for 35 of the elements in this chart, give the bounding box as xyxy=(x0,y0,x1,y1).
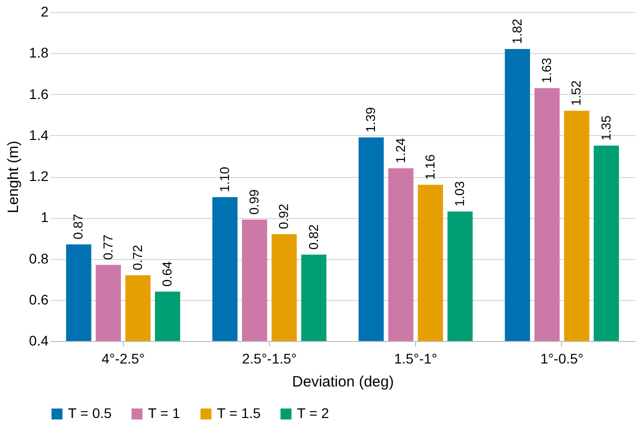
data-label: 0.64 xyxy=(160,261,175,287)
x-tick-label: 2.5°-1.5° xyxy=(242,350,297,366)
y-tick-label: 1.8 xyxy=(29,44,49,61)
data-label: 1.39 xyxy=(363,107,378,132)
y-tick-label: 0.8 xyxy=(29,250,49,266)
y-tick-label: 1.2 xyxy=(29,168,49,184)
data-label: 1.82 xyxy=(509,18,524,44)
y-tick-label: 0.4 xyxy=(29,332,49,348)
data-label: 1.24 xyxy=(392,138,408,164)
y-tick-label: 2 xyxy=(40,4,49,20)
x-tick-label: 1°-0.5° xyxy=(540,350,584,366)
data-label: 0.72 xyxy=(130,244,145,270)
legend-label: T = 1 xyxy=(148,405,180,421)
legend-label: T = 1.5 xyxy=(217,405,261,421)
data-label: 1.16 xyxy=(422,154,438,180)
y-axis-title: Lenght (m) xyxy=(5,140,22,214)
data-label: 1.10 xyxy=(216,166,232,192)
y-tick-label: 0.6 xyxy=(29,291,49,308)
y-tick-label: 1.4 xyxy=(29,126,49,143)
data-label: 1.35 xyxy=(598,115,614,141)
data-label: 1.52 xyxy=(568,80,584,106)
legend-label: T = 2 xyxy=(297,405,330,421)
x-axis-title: Deviation (deg) xyxy=(292,374,394,390)
data-label: 1.03 xyxy=(452,181,468,206)
legend-label: T = 0.5 xyxy=(68,405,112,421)
x-tick-label: 4°-2.5° xyxy=(102,350,145,366)
x-tick-label: 1.5°-1° xyxy=(394,350,438,366)
data-label: 1.63 xyxy=(539,58,554,84)
data-label: 0.82 xyxy=(306,224,321,250)
data-label: 0.92 xyxy=(276,204,292,230)
y-tick-label: 1 xyxy=(40,209,49,226)
data-label: 0.77 xyxy=(100,234,116,260)
data-label: 0.87 xyxy=(70,214,86,240)
y-tick-label: 1.6 xyxy=(29,86,49,102)
data-label: 0.99 xyxy=(246,189,262,215)
